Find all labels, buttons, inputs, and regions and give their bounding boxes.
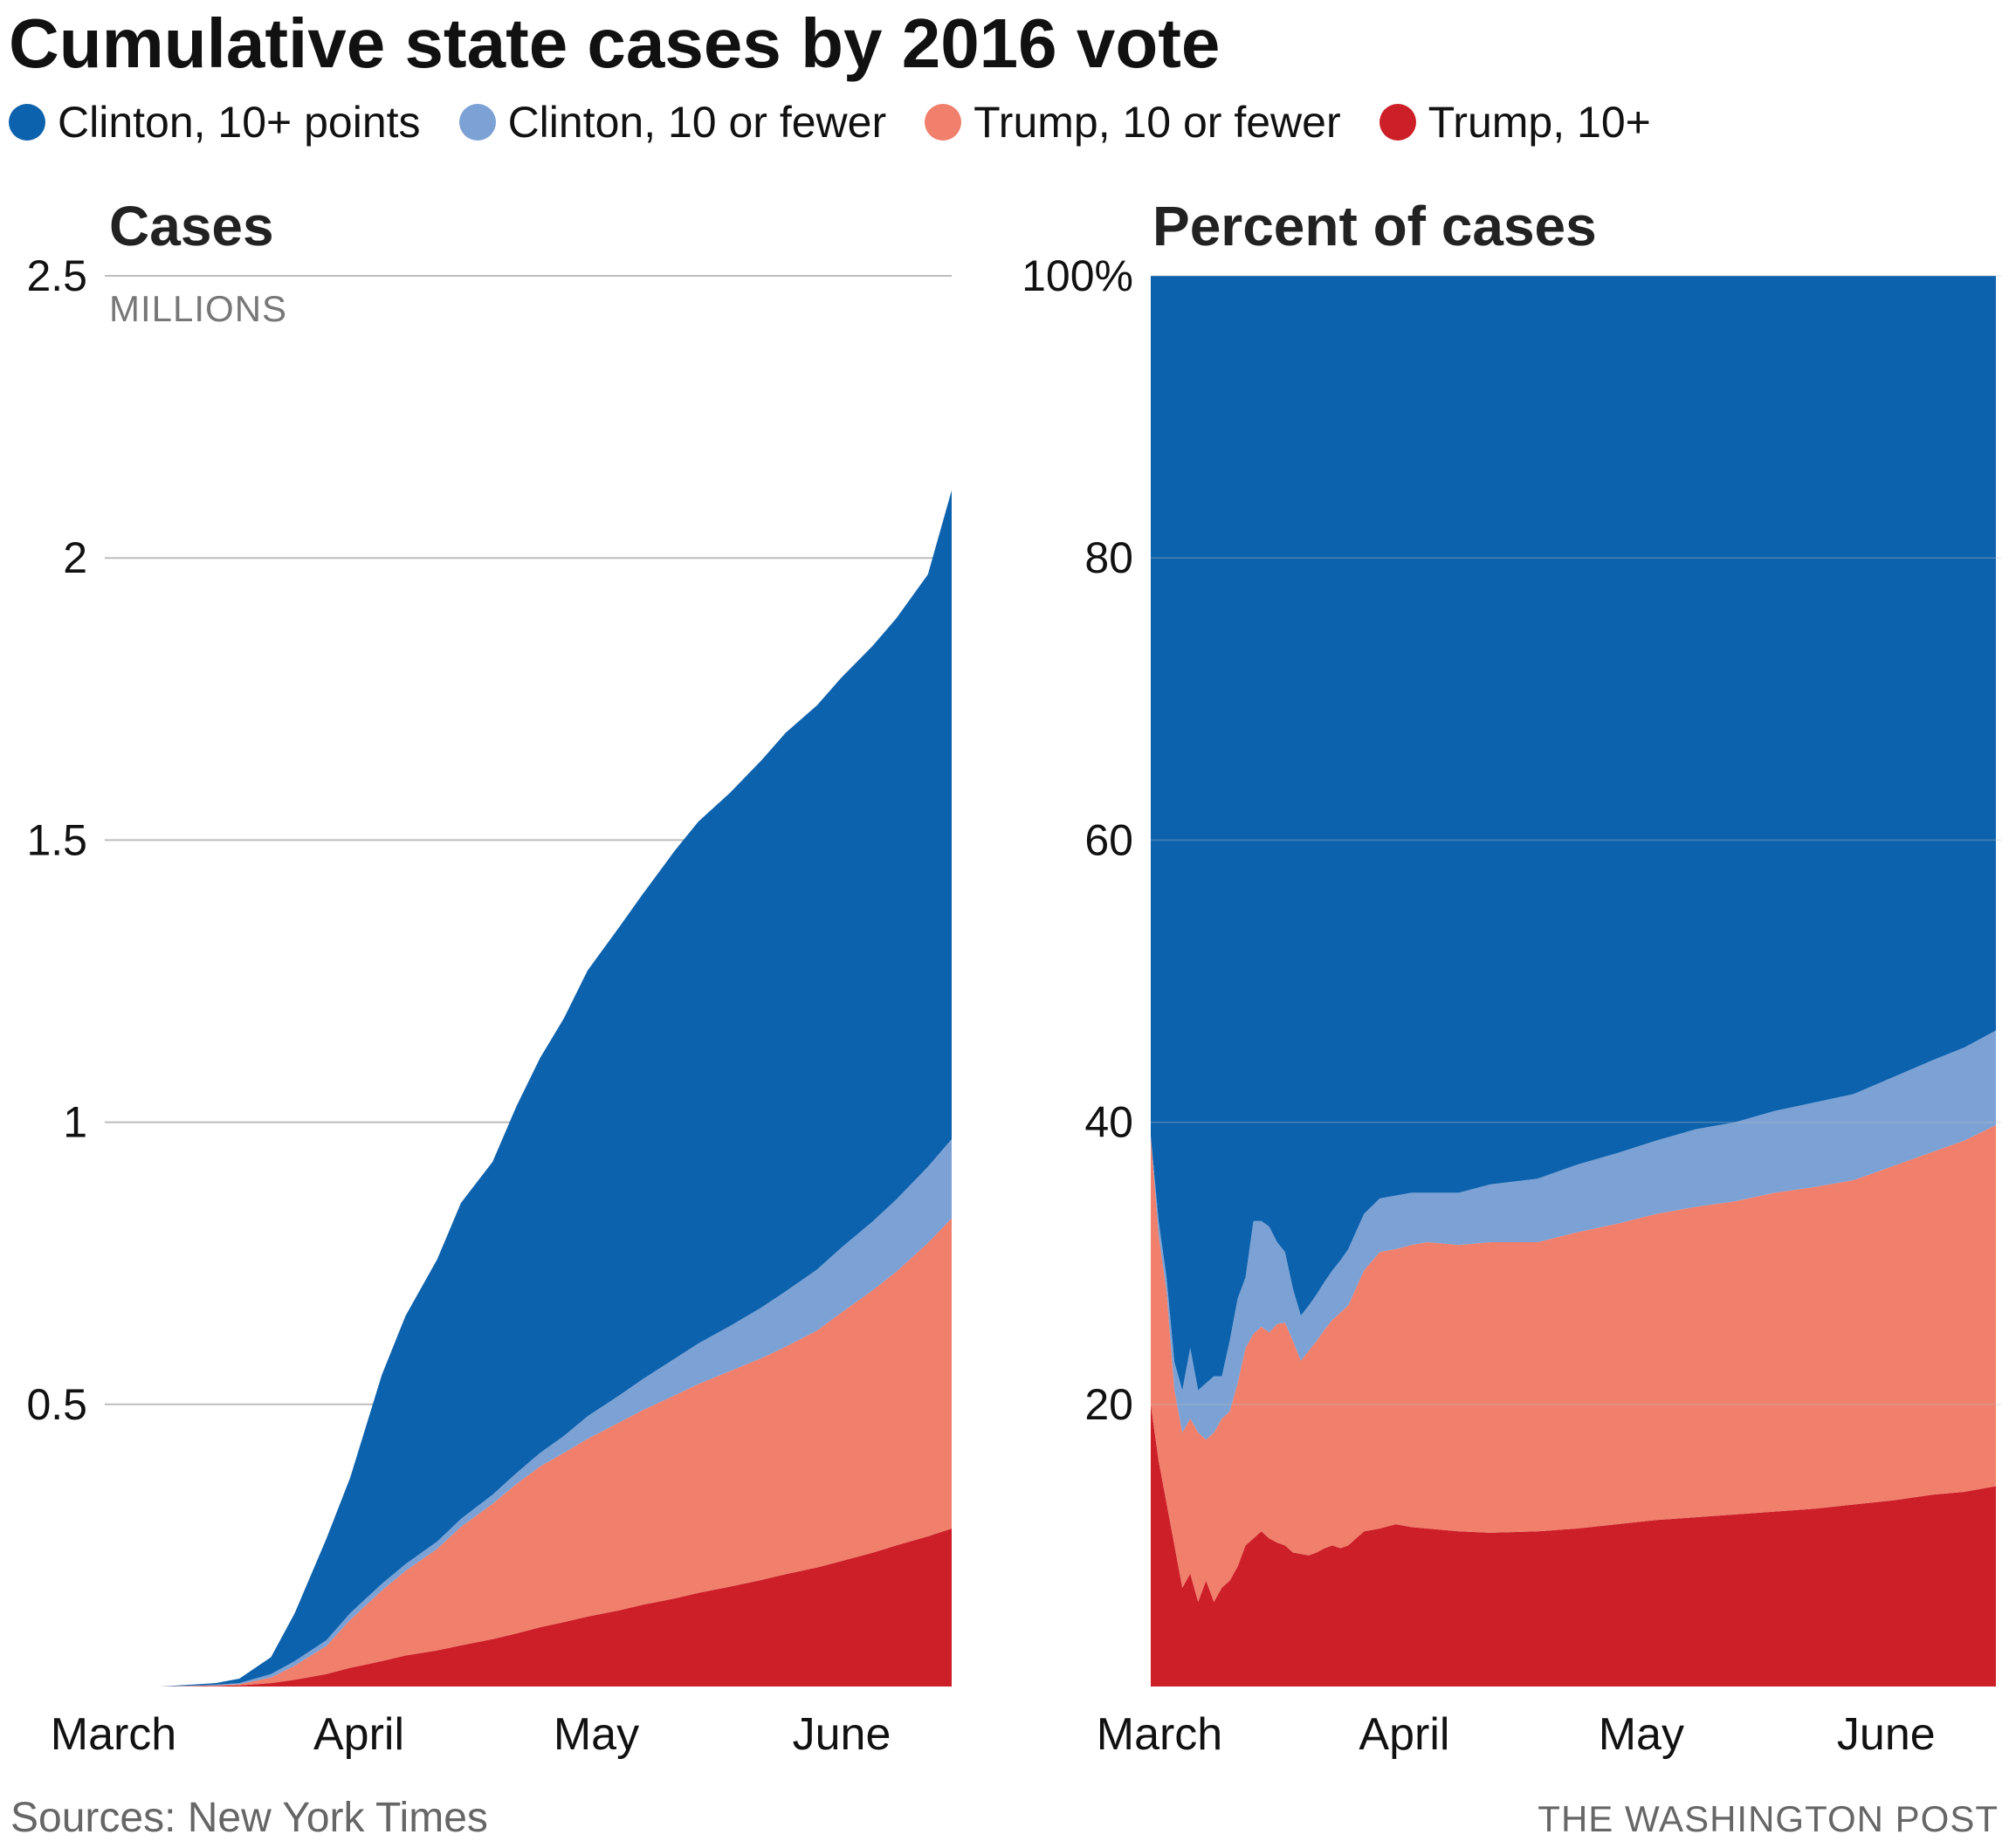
legend-swatch bbox=[9, 104, 45, 141]
x-tick-label: May bbox=[554, 1709, 639, 1760]
legend: Clinton, 10+ points Clinton, 10 or fewer… bbox=[9, 94, 1651, 150]
y-tick-label: 100% bbox=[1022, 251, 1133, 300]
legend-label: Clinton, 10+ points bbox=[58, 98, 421, 147]
y-tick-label: 80 bbox=[1084, 533, 1133, 582]
y-tick-label: 2.5 bbox=[26, 251, 87, 300]
legend-label: Trump, 10 or fewer bbox=[974, 98, 1341, 147]
chart-title: Cumulative state cases by 2016 vote bbox=[9, 4, 1221, 82]
y-tick-label: 1 bbox=[63, 1098, 87, 1147]
x-tick-label: June bbox=[1837, 1709, 1936, 1760]
x-tick-label: April bbox=[1359, 1709, 1449, 1760]
area-series-clinton-10-points bbox=[105, 490, 952, 1687]
source-note: Sources: New York Times bbox=[10, 1795, 488, 1841]
y-tick-label: 20 bbox=[1084, 1380, 1133, 1429]
y-tick-label: 40 bbox=[1084, 1098, 1133, 1147]
area-series-trump-10-or-fewer bbox=[1151, 1124, 1996, 1603]
y-tick-label: 0.5 bbox=[26, 1380, 87, 1429]
legend-label: Trump, 10+ bbox=[1428, 98, 1651, 147]
legend-swatch bbox=[1379, 104, 1416, 141]
credit-line: THE WASHINGTON POST bbox=[1538, 1798, 1999, 1839]
y-tick-label: 60 bbox=[1084, 815, 1133, 864]
percent-panel-title: Percent of cases bbox=[1152, 195, 1597, 258]
area-series-trump-10 bbox=[1151, 1404, 1996, 1687]
x-tick-label: March bbox=[51, 1709, 176, 1760]
area-series-trump-10 bbox=[105, 1529, 952, 1687]
legend-swatch bbox=[458, 104, 496, 141]
area-series-clinton-10-points bbox=[1151, 276, 1996, 1391]
cases-units-label: MILLIONS bbox=[109, 288, 288, 329]
x-tick-label: April bbox=[313, 1709, 404, 1760]
legend-swatch bbox=[925, 104, 962, 141]
cases-panel-title: Cases bbox=[109, 195, 274, 258]
y-tick-label: 2 bbox=[63, 533, 87, 582]
legend-label: Clinton, 10 or fewer bbox=[507, 98, 887, 147]
area-series-trump-10-or-fewer bbox=[105, 1218, 952, 1687]
legend-item-trump-10-or-fewer: Trump, 10 or fewer bbox=[925, 97, 1341, 148]
y-tick-label: 1.5 bbox=[26, 815, 87, 864]
area-series-clinton-10-or-fewer bbox=[1151, 1030, 1996, 1440]
legend-item-trump-10-plus: Trump, 10+ bbox=[1379, 97, 1651, 148]
x-tick-label: June bbox=[793, 1709, 891, 1760]
legend-item-clinton-10-plus: Clinton, 10+ points bbox=[9, 97, 421, 148]
x-tick-label: May bbox=[1599, 1709, 1684, 1760]
x-tick-label: March bbox=[1097, 1709, 1222, 1760]
legend-item-clinton-10-or-fewer: Clinton, 10 or fewer bbox=[458, 97, 887, 148]
